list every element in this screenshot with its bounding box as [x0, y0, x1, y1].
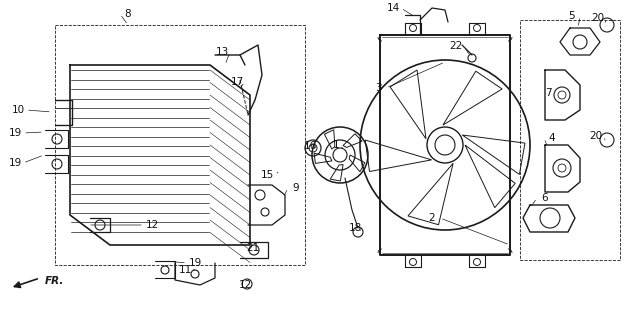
- Text: 7: 7: [544, 88, 551, 98]
- Text: 1: 1: [333, 140, 340, 150]
- Text: 9: 9: [293, 183, 300, 193]
- Text: 16: 16: [303, 141, 317, 151]
- Text: 4: 4: [549, 133, 555, 143]
- Text: 22: 22: [450, 41, 462, 51]
- Text: 19: 19: [188, 258, 202, 268]
- Text: 19: 19: [8, 158, 22, 168]
- Text: 11: 11: [178, 265, 191, 275]
- Text: 20: 20: [590, 131, 602, 141]
- Text: 21: 21: [246, 243, 259, 253]
- Text: 8: 8: [125, 9, 131, 19]
- Text: 13: 13: [216, 47, 228, 57]
- Text: 15: 15: [260, 170, 273, 180]
- Text: 12: 12: [238, 280, 252, 290]
- Text: 6: 6: [542, 193, 548, 203]
- Text: 18: 18: [349, 223, 362, 233]
- Text: 19: 19: [8, 128, 22, 138]
- Text: 14: 14: [387, 3, 399, 13]
- Text: 10: 10: [11, 105, 25, 115]
- Text: 12: 12: [146, 220, 158, 230]
- Text: 2: 2: [429, 213, 435, 223]
- Text: 17: 17: [230, 77, 244, 87]
- Text: 20: 20: [591, 13, 605, 23]
- Text: 3: 3: [375, 83, 382, 93]
- Text: 5: 5: [569, 11, 576, 21]
- Text: FR.: FR.: [45, 276, 64, 286]
